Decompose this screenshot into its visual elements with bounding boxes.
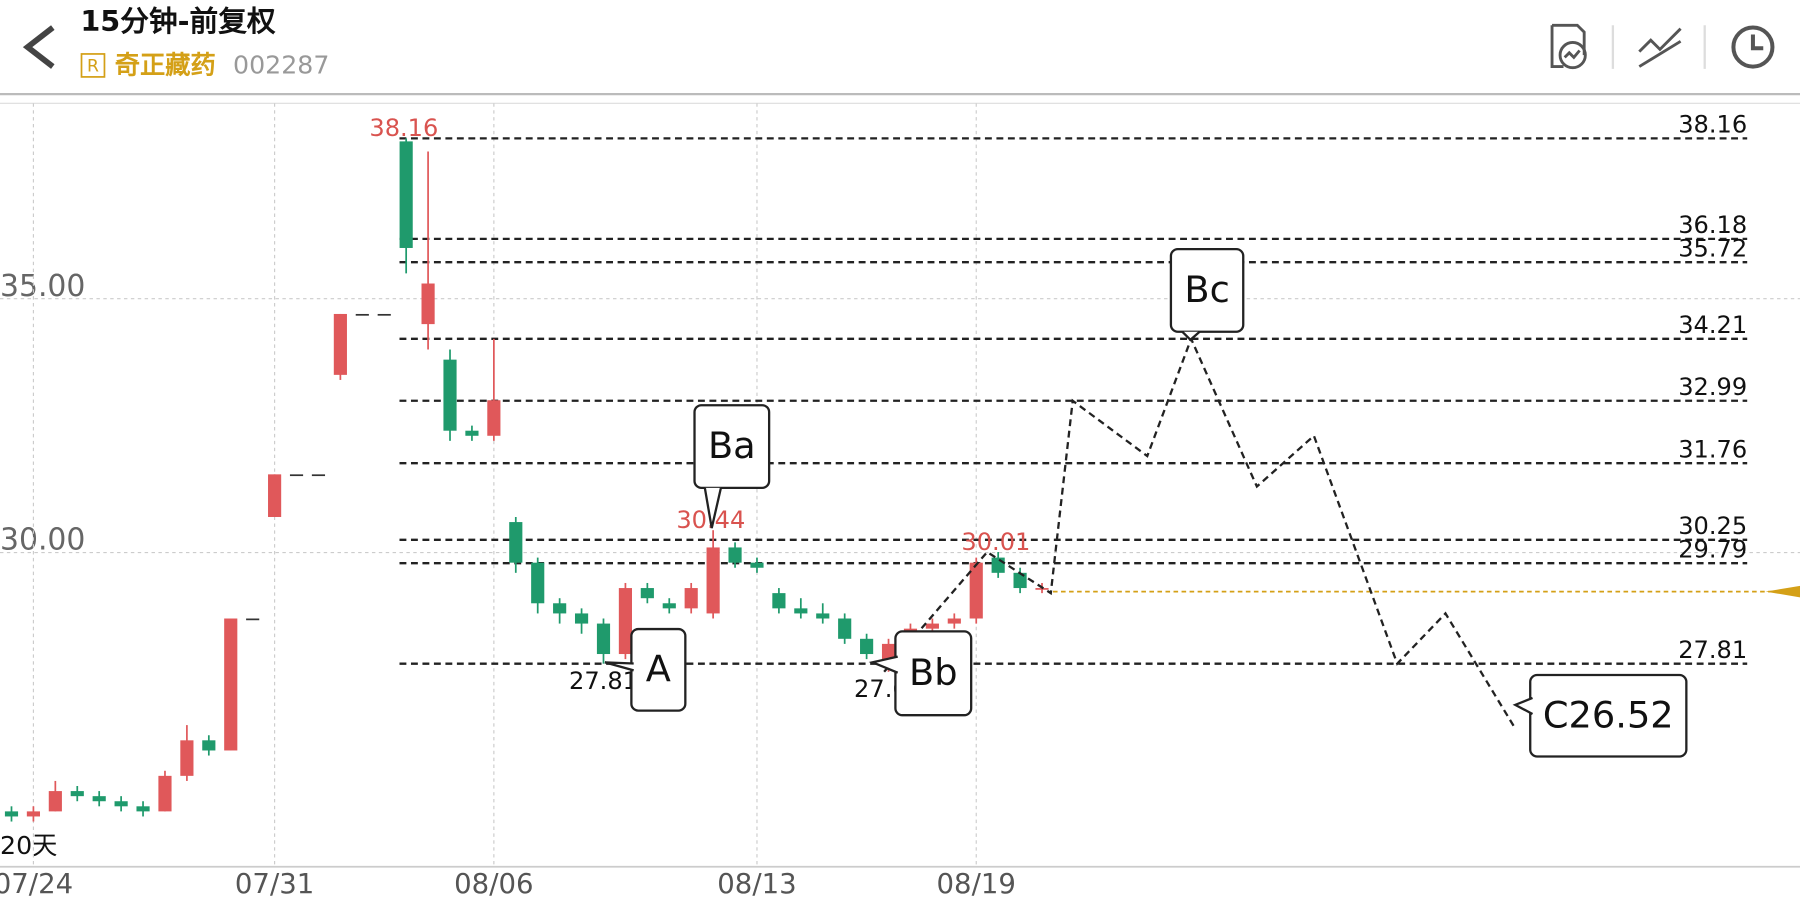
candle-body bbox=[443, 359, 457, 431]
wave-label: A bbox=[646, 647, 671, 690]
x-tick-label: 08/19 bbox=[937, 868, 1016, 900]
badge: R bbox=[87, 57, 99, 77]
candle-body bbox=[333, 313, 347, 375]
wave-label: Ba bbox=[708, 424, 756, 467]
candle-body bbox=[991, 557, 1005, 573]
candle-body bbox=[246, 618, 260, 621]
candle-body bbox=[553, 603, 567, 614]
level-label: 31.76 bbox=[1678, 436, 1747, 464]
wave-callout-tail bbox=[1512, 696, 1534, 716]
candle-body bbox=[114, 801, 128, 807]
candle-body bbox=[531, 562, 545, 604]
header-bar bbox=[0, 0, 1800, 95]
x-tick-label: 08/13 bbox=[717, 868, 796, 900]
back-button[interactable] bbox=[22, 25, 55, 69]
candle-body bbox=[465, 430, 479, 436]
candle-body bbox=[4, 811, 19, 817]
candle-body bbox=[311, 474, 326, 477]
candle-body bbox=[202, 740, 216, 751]
draw-line-icon[interactable] bbox=[1638, 27, 1682, 68]
candle-body bbox=[772, 593, 786, 609]
candle-body bbox=[618, 588, 632, 655]
report-icon[interactable] bbox=[1550, 23, 1587, 70]
candle-body bbox=[26, 811, 40, 817]
level-label: 30.25 bbox=[1678, 512, 1747, 540]
candle-body bbox=[969, 562, 983, 619]
level-label: 32.99 bbox=[1678, 373, 1747, 401]
candle-body bbox=[487, 400, 501, 436]
wave-callout-tail bbox=[868, 655, 899, 674]
candle-body bbox=[158, 775, 172, 812]
candle-body bbox=[728, 547, 742, 563]
candle-body bbox=[1035, 588, 1049, 590]
wave-callout-tail bbox=[604, 661, 634, 672]
ma-label: 20天 bbox=[0, 831, 57, 860]
candle-body bbox=[377, 313, 391, 316]
stock-name: 奇正藏药 bbox=[115, 51, 216, 80]
candle-body bbox=[92, 796, 106, 802]
candle-body bbox=[662, 603, 676, 609]
candle-body bbox=[947, 618, 961, 624]
level-label: 36.18 bbox=[1678, 211, 1747, 239]
candle-body bbox=[70, 791, 84, 797]
candle-body bbox=[224, 618, 238, 751]
high-label: 38.16 bbox=[369, 114, 438, 142]
level-label: 27.81 bbox=[1678, 636, 1747, 664]
wave-callout bbox=[693, 404, 771, 490]
x-tick-label: 07/24 bbox=[0, 868, 73, 900]
wave-callout-tail bbox=[703, 487, 723, 529]
candle-body bbox=[684, 588, 698, 609]
candle-body bbox=[509, 522, 523, 563]
candle-body bbox=[925, 623, 939, 629]
wave-callout bbox=[1169, 247, 1245, 333]
candle-body bbox=[136, 806, 150, 812]
x-tick-label: 07/31 bbox=[235, 868, 314, 900]
wave-callout bbox=[1529, 673, 1688, 758]
candle-body bbox=[268, 474, 282, 517]
wave-callout bbox=[894, 630, 973, 717]
x-tick-label: 08/06 bbox=[454, 868, 533, 900]
wave-label: Bb bbox=[909, 651, 958, 694]
candle-body bbox=[48, 791, 62, 812]
high-label: 30.01 bbox=[961, 528, 1030, 556]
y-tick-label: 35.00 bbox=[0, 269, 85, 304]
candle-body bbox=[881, 643, 896, 660]
candle-body bbox=[399, 141, 413, 248]
candle-body bbox=[640, 588, 654, 599]
candle-body bbox=[794, 608, 808, 614]
candle-body bbox=[180, 740, 194, 776]
wave-label: Bc bbox=[1184, 268, 1229, 311]
low-label: 27.81 bbox=[569, 667, 638, 695]
level-label: 38.16 bbox=[1678, 111, 1747, 139]
wave-label: C26.52 bbox=[1543, 693, 1674, 736]
history-icon[interactable] bbox=[1731, 25, 1775, 69]
last-price-marker bbox=[1765, 585, 1800, 598]
candle-body bbox=[838, 618, 852, 639]
level-label: 29.79 bbox=[1678, 536, 1747, 564]
badge-box bbox=[80, 53, 106, 78]
stock-code: 002287 bbox=[233, 51, 329, 80]
candle-body bbox=[816, 613, 830, 619]
y-tick-label: 30.00 bbox=[0, 523, 85, 558]
level-label: 35.72 bbox=[1678, 235, 1747, 263]
candle-body bbox=[860, 638, 874, 655]
title: 15分钟-前复权 bbox=[80, 4, 276, 38]
candle-body bbox=[355, 313, 369, 316]
candle-body bbox=[750, 562, 764, 568]
candle-body bbox=[421, 283, 435, 325]
candle-body bbox=[574, 613, 589, 624]
candle-body bbox=[706, 547, 720, 614]
candle-body bbox=[596, 623, 611, 655]
wave-callout-tail bbox=[1181, 330, 1201, 342]
candle-body bbox=[289, 474, 304, 477]
level-label: 34.21 bbox=[1678, 311, 1747, 339]
